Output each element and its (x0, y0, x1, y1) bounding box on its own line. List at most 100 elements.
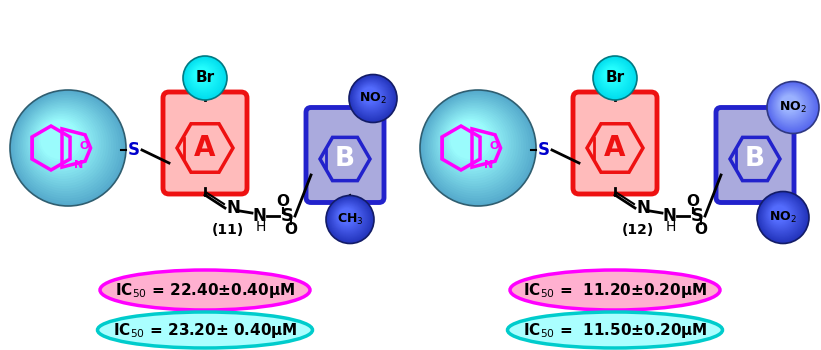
Circle shape (429, 99, 521, 191)
Circle shape (764, 198, 799, 233)
Text: IC$_{50}$ =  11.50±0.20μM: IC$_{50}$ = 11.50±0.20μM (523, 321, 708, 340)
Circle shape (329, 199, 369, 238)
Circle shape (331, 200, 367, 236)
Circle shape (773, 87, 810, 125)
Text: O: O (489, 141, 498, 151)
Circle shape (193, 66, 212, 85)
Circle shape (189, 62, 218, 91)
Circle shape (28, 107, 99, 179)
Text: O: O (686, 195, 699, 210)
Text: (12): (12) (621, 223, 654, 237)
Circle shape (332, 201, 366, 235)
Circle shape (354, 79, 390, 116)
Circle shape (13, 93, 121, 201)
Text: Br: Br (195, 70, 214, 85)
Circle shape (328, 197, 372, 241)
Circle shape (597, 60, 631, 93)
Circle shape (441, 111, 504, 174)
Circle shape (596, 59, 632, 95)
Circle shape (439, 109, 507, 176)
Circle shape (35, 116, 86, 167)
Text: O: O (695, 223, 708, 238)
Text: O: O (277, 195, 290, 210)
Circle shape (351, 76, 395, 120)
Circle shape (778, 93, 801, 116)
Circle shape (767, 202, 794, 228)
Circle shape (337, 206, 358, 227)
Text: N: N (662, 207, 676, 225)
Circle shape (11, 92, 123, 204)
Ellipse shape (510, 270, 720, 310)
Circle shape (602, 65, 623, 86)
Circle shape (23, 103, 106, 186)
Circle shape (447, 117, 494, 164)
Circle shape (594, 57, 636, 99)
Text: S: S (538, 141, 550, 159)
Circle shape (351, 77, 393, 118)
Circle shape (349, 75, 397, 122)
Circle shape (604, 68, 619, 82)
Circle shape (769, 204, 791, 225)
Circle shape (355, 80, 389, 114)
Text: N: N (636, 199, 650, 217)
Circle shape (760, 194, 805, 239)
Circle shape (777, 91, 805, 119)
Circle shape (436, 106, 511, 181)
Circle shape (598, 61, 630, 92)
Text: O: O (80, 141, 89, 151)
Circle shape (443, 112, 502, 172)
Circle shape (771, 85, 814, 128)
Text: S: S (128, 141, 140, 159)
Circle shape (21, 101, 108, 189)
Circle shape (776, 90, 805, 120)
Circle shape (186, 58, 223, 96)
Circle shape (360, 86, 379, 105)
Circle shape (449, 119, 492, 162)
Circle shape (434, 104, 514, 184)
Circle shape (195, 68, 209, 82)
Circle shape (594, 57, 635, 98)
Text: A: A (604, 134, 626, 162)
Circle shape (763, 197, 800, 234)
FancyBboxPatch shape (163, 92, 247, 194)
Circle shape (335, 205, 360, 229)
Circle shape (361, 87, 378, 103)
Circle shape (770, 204, 789, 224)
Text: NO$_2$: NO$_2$ (769, 210, 797, 225)
Text: S: S (690, 207, 704, 225)
Circle shape (775, 89, 807, 121)
Circle shape (595, 58, 634, 97)
FancyBboxPatch shape (573, 92, 657, 194)
Circle shape (426, 96, 526, 196)
Circle shape (355, 80, 388, 113)
Circle shape (420, 90, 536, 206)
Circle shape (602, 64, 624, 87)
Circle shape (37, 117, 84, 164)
Circle shape (765, 199, 797, 231)
Circle shape (16, 96, 116, 196)
Circle shape (361, 86, 378, 104)
Circle shape (336, 205, 359, 228)
Circle shape (780, 94, 799, 114)
Circle shape (184, 57, 225, 98)
Circle shape (327, 196, 373, 243)
Circle shape (186, 59, 222, 95)
Circle shape (770, 84, 814, 129)
Circle shape (768, 203, 791, 226)
Circle shape (771, 205, 788, 223)
Circle shape (328, 197, 371, 240)
Circle shape (183, 56, 227, 100)
Circle shape (194, 67, 210, 83)
Circle shape (338, 208, 355, 225)
Circle shape (600, 63, 626, 89)
Circle shape (358, 83, 383, 109)
Circle shape (333, 202, 364, 233)
Text: H: H (666, 220, 677, 234)
Circle shape (779, 94, 800, 115)
Circle shape (351, 77, 394, 119)
Circle shape (781, 95, 798, 112)
Text: S: S (281, 207, 293, 225)
Circle shape (326, 196, 374, 244)
Circle shape (599, 62, 629, 92)
Circle shape (330, 199, 368, 237)
